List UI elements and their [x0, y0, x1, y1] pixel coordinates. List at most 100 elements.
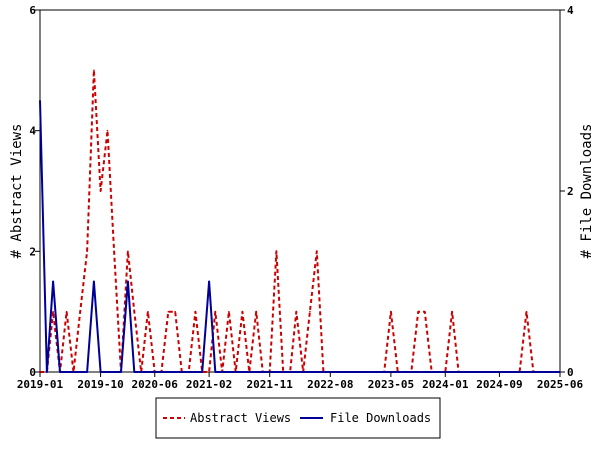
data-point-file-downloads [282, 371, 285, 373]
data-point-file-downloads [383, 371, 386, 373]
x-tick-label: 2021-11 [247, 378, 294, 391]
data-point-file-downloads [437, 371, 440, 373]
legend: Abstract Views File Downloads [155, 397, 441, 439]
data-point-file-downloads [59, 371, 61, 373]
data-point-file-downloads [316, 371, 318, 373]
data-point-abstract-views [525, 310, 528, 313]
data-point-file-downloads [160, 371, 163, 373]
data-point-file-downloads [214, 371, 217, 373]
data-point-file-downloads [241, 371, 244, 373]
data-point-file-downloads [322, 371, 325, 373]
data-point-abstract-views [174, 310, 176, 313]
data-point-file-downloads [518, 371, 521, 373]
data-point-file-downloads [187, 371, 190, 373]
data-point-file-downloads [343, 371, 345, 373]
data-point-abstract-views [390, 310, 392, 313]
data-point-abstract-views [147, 310, 149, 313]
data-point-file-downloads [79, 371, 81, 373]
data-point-file-downloads [532, 371, 535, 373]
data-point-file-downloads [370, 371, 372, 373]
data-point-abstract-views [99, 190, 102, 192]
data-point-file-downloads [127, 280, 129, 283]
legend-box [155, 397, 441, 439]
data-point-file-downloads [147, 371, 149, 373]
data-point-file-downloads [52, 280, 54, 283]
data-point-file-downloads [512, 371, 514, 373]
data-point-file-downloads [478, 371, 480, 373]
data-point-abstract-views [417, 310, 420, 313]
y-axis-right: 0 2 4 [560, 4, 574, 379]
data-point-file-downloads [417, 371, 420, 373]
x-tick-label: 2022-08 [307, 378, 353, 391]
x-tick-label: 2019-10 [77, 378, 123, 391]
x-axis: 2019-01 2019-10 2020-06 2021-02 2021-11 2022-… [17, 372, 584, 391]
data-point-file-downloads [545, 371, 548, 373]
data-point-file-downloads [234, 371, 237, 373]
x-tick-label: 2020-06 [132, 378, 179, 391]
data-point-file-downloads [309, 371, 311, 373]
data-point-abstract-views [309, 310, 311, 313]
data-point-file-downloads [356, 371, 359, 373]
data-point-file-downloads [451, 371, 453, 373]
data-point-file-downloads [201, 371, 203, 373]
data-point-abstract-views [106, 129, 109, 132]
data-point-file-downloads [336, 371, 339, 373]
data-point-file-downloads [140, 371, 142, 373]
plot-area: 2019-01 2019-10 2020-06 2021-02 2021-11 2022-… [17, 4, 584, 391]
data-point-file-downloads [471, 371, 473, 373]
data-point-file-downloads [403, 371, 406, 373]
data-point-abstract-views [86, 250, 88, 253]
data-point-file-downloads [457, 371, 460, 373]
data-point-abstract-views [228, 310, 230, 313]
data-point-file-downloads [491, 371, 494, 373]
data-point-file-downloads [262, 371, 264, 373]
data-point-file-downloads [397, 371, 399, 373]
data-point-abstract-views [52, 310, 54, 313]
data-point-file-downloads [106, 371, 109, 373]
y-left-tick-label: 2 [29, 245, 36, 258]
data-point-file-downloads [525, 371, 528, 373]
data-point-file-downloads [174, 371, 176, 373]
y-right-tick-label: 4 [567, 4, 574, 17]
data-point-file-downloads [275, 371, 278, 373]
data-point-abstract-views [93, 69, 95, 72]
y-right-tick-label: 0 [567, 366, 574, 379]
legend-label-abstract-views: Abstract Views [190, 411, 291, 425]
data-point-file-downloads [194, 371, 197, 373]
data-point-file-downloads [376, 371, 379, 373]
data-point-abstract-views [214, 310, 217, 313]
series-layer [39, 69, 561, 373]
x-tick-label: 2021-02 [186, 378, 232, 391]
data-point-file-downloads [295, 371, 298, 373]
data-point-abstract-views [167, 310, 170, 313]
data-point-file-downloads [228, 371, 230, 373]
data-point-file-downloads [484, 371, 487, 373]
data-point-abstract-views [194, 310, 197, 313]
data-point-file-downloads [538, 371, 541, 373]
data-point-abstract-views [65, 310, 68, 313]
data-point-abstract-views [451, 310, 453, 313]
data-point-abstract-views [241, 310, 244, 313]
data-point-file-downloads [410, 371, 413, 373]
data-point-file-downloads [72, 371, 75, 373]
data-point-file-downloads [255, 371, 257, 373]
data-point-file-downloads [39, 99, 41, 102]
data-point-abstract-views [275, 250, 278, 253]
y-axis-right-title: # File Downloads [579, 124, 595, 259]
data-point-file-downloads [248, 371, 251, 373]
data-point-abstract-views [79, 310, 81, 313]
data-point-file-downloads [349, 371, 352, 373]
data-point-file-downloads [167, 371, 170, 373]
data-point-file-downloads [424, 371, 426, 373]
data-point-abstract-views [255, 310, 257, 313]
data-point-abstract-views [133, 310, 136, 313]
data-point-file-downloads [120, 371, 122, 373]
data-point-file-downloads [221, 371, 223, 373]
data-point-file-downloads [552, 371, 554, 373]
y-left-tick-label: 4 [29, 125, 36, 138]
data-point-file-downloads [430, 371, 433, 373]
x-tick-label: 2023-05 [368, 378, 414, 391]
x-tick-label: 2024-01 [422, 378, 469, 391]
x-tick-label: 2024-09 [476, 378, 522, 391]
